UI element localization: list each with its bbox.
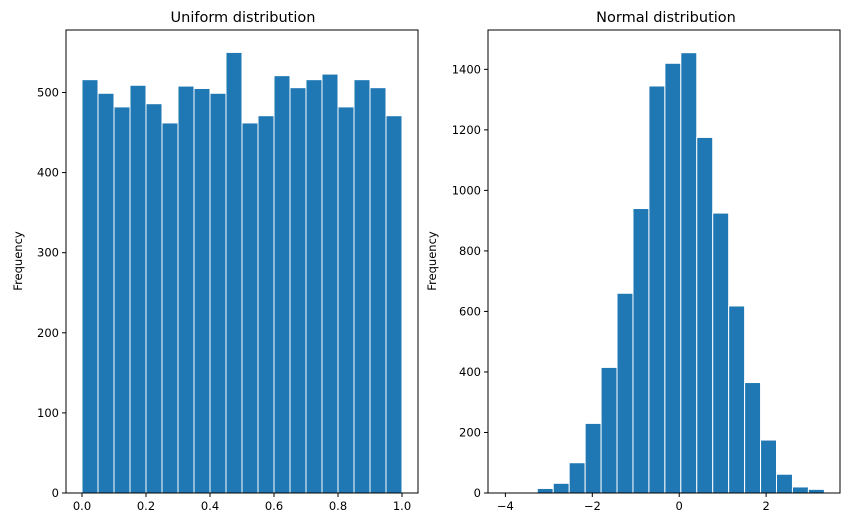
x-axis: 0.0 0.2 0.4 0.6 0.8 1.0 — [73, 493, 411, 513]
histogram-bar — [760, 439, 778, 494]
histogram-bar — [97, 92, 115, 494]
y-tick-label: 500 — [37, 85, 59, 99]
histogram-bar — [177, 85, 195, 494]
histogram-bar — [353, 79, 371, 494]
y-tick-label: 1400 — [452, 62, 481, 76]
histogram-bar — [209, 92, 227, 494]
histogram-bar — [161, 122, 179, 494]
x-axis: −4 −2 0 2 — [497, 493, 770, 513]
x-tick-label: 0.6 — [265, 499, 283, 513]
y-tick-label: 1000 — [452, 183, 481, 197]
histogram-bar — [744, 382, 762, 494]
bars — [81, 51, 403, 494]
x-tick-label: −4 — [497, 499, 514, 513]
histogram-bar — [241, 122, 259, 494]
y-tick-label: 400 — [37, 166, 59, 180]
y-tick-label: 100 — [37, 406, 59, 420]
histogram-bar — [321, 73, 339, 494]
x-tick-label: −2 — [584, 499, 601, 513]
chart-title: Normal distribution — [596, 10, 736, 26]
histogram-bar — [568, 462, 586, 494]
histogram-bar — [225, 51, 243, 494]
histogram-bar — [807, 488, 825, 494]
histogram-bar — [616, 292, 634, 494]
histogram-bar — [696, 136, 714, 494]
histogram-bar — [776, 473, 793, 494]
histogram-bar — [712, 212, 730, 494]
x-tick-label: 0 — [676, 499, 683, 513]
histogram-bar — [728, 305, 746, 494]
histogram-bar — [680, 52, 698, 494]
histogram-bar — [193, 87, 211, 494]
histogram-bar — [257, 115, 275, 494]
chart-title: Uniform distribution — [171, 10, 316, 26]
plot-frame — [65, 29, 419, 494]
histogram-bar — [305, 79, 323, 494]
histogram-bar — [584, 422, 602, 494]
y-axis: 0 100 200 300 400 500 — [37, 85, 66, 500]
x-tick-label: 2 — [762, 499, 769, 513]
x-tick-label: 0.8 — [329, 499, 347, 513]
histogram-bar — [145, 103, 163, 494]
histogram-bar — [113, 106, 131, 494]
histogram-bar — [273, 75, 291, 494]
y-tick-label: 800 — [459, 244, 481, 258]
histogram-bar — [632, 208, 650, 494]
histogram-bar — [648, 85, 666, 494]
y-tick-label: 200 — [37, 326, 59, 340]
histogram-bar — [369, 87, 387, 494]
histogram-bar — [129, 84, 147, 494]
histogram-bar — [337, 106, 355, 494]
uniform-histogram-panel: Uniform distribution 0.0 0.2 0.4 0.6 0.8 1.0 … — [11, 10, 419, 513]
y-tick-label: 1200 — [452, 123, 481, 137]
x-tick-label: 0.0 — [73, 499, 91, 513]
y-axis-label: Frequency — [425, 231, 439, 291]
y-tick-label: 200 — [459, 425, 481, 439]
histogram-bar — [664, 62, 682, 494]
histogram-bar — [289, 87, 307, 494]
x-tick-label: 0.4 — [201, 499, 219, 513]
histogram-bar — [552, 482, 570, 494]
bars — [504, 52, 825, 494]
x-tick-label: 0.2 — [137, 499, 155, 513]
y-axis: 0 200 400 600 800 1000 1200 1400 — [452, 62, 488, 500]
histogram-bar — [81, 79, 99, 494]
x-tick-label: 1.0 — [393, 499, 411, 513]
y-tick-label: 400 — [459, 365, 481, 379]
y-tick-label: 600 — [459, 304, 481, 318]
y-axis-label: Frequency — [11, 231, 25, 291]
normal-histogram-panel: Normal distribution −4 −2 0 2 0 200 400 600 800… — [425, 10, 841, 513]
y-tick-label: 0 — [474, 486, 481, 500]
plot-frame — [487, 29, 841, 494]
histogram-bar — [791, 486, 809, 494]
histogram-bar — [600, 366, 618, 494]
y-tick-label: 0 — [52, 486, 59, 500]
y-tick-label: 300 — [37, 246, 59, 260]
histogram-bar — [536, 487, 554, 494]
histogram-bar — [385, 115, 403, 494]
